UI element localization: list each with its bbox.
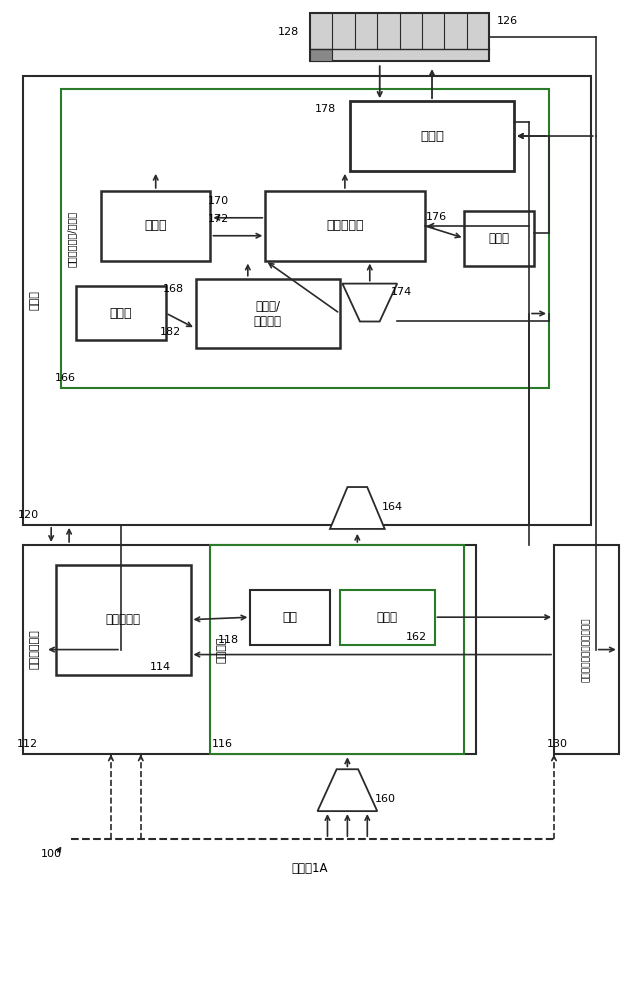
Text: 166: 166 (54, 373, 76, 383)
Bar (340, 590, 435, 645)
Text: 包排序控制: 包排序控制 (326, 219, 364, 232)
Text: 164: 164 (381, 502, 403, 512)
Bar (61, 89, 549, 388)
Polygon shape (330, 487, 385, 529)
Text: 160: 160 (374, 794, 396, 804)
Polygon shape (342, 284, 397, 321)
Bar (310, 13, 489, 61)
Text: 合路器: 合路器 (29, 291, 39, 310)
Text: 包地址/
序列读取: 包地址/ 序列读取 (253, 300, 282, 328)
Bar (23, 76, 591, 525)
Text: 电包结构: 电包结构 (216, 636, 227, 663)
Bar (250, 590, 330, 645)
Bar (211, 545, 465, 754)
Text: 162: 162 (406, 632, 427, 642)
Text: 100: 100 (41, 849, 61, 859)
Text: 176: 176 (426, 212, 447, 222)
Text: 缓冲器: 缓冲器 (377, 611, 397, 624)
Text: 182: 182 (160, 327, 181, 337)
Text: 172: 172 (208, 214, 229, 224)
Text: 中央处理和（非实时）控制: 中央处理和（非实时）控制 (582, 617, 591, 682)
Text: 减速器: 减速器 (109, 307, 132, 320)
Text: 178: 178 (314, 104, 335, 114)
Text: 处理: 处理 (283, 611, 298, 624)
Bar (196, 279, 340, 348)
Bar (350, 101, 514, 171)
Text: 130: 130 (547, 739, 568, 749)
Text: 缓冲器: 缓冲器 (489, 232, 509, 245)
Bar (56, 565, 191, 675)
Bar (76, 286, 166, 340)
Text: 120: 120 (18, 510, 39, 520)
Text: 174: 174 (391, 287, 412, 297)
Bar (554, 545, 619, 754)
Polygon shape (317, 769, 377, 811)
Text: 交换机: 交换机 (420, 130, 444, 143)
Text: 112: 112 (17, 739, 38, 749)
Bar (23, 545, 476, 754)
Text: 包颗粒合路器/定序器: 包颗粒合路器/定序器 (67, 211, 77, 267)
Text: 光子包交换机: 光子包交换机 (29, 630, 39, 669)
Bar (265, 191, 424, 261)
Text: 118: 118 (218, 635, 239, 645)
Text: 116: 116 (212, 739, 233, 749)
Text: 128: 128 (278, 27, 299, 37)
Text: 处理和控制: 处理和控制 (106, 613, 141, 626)
Bar (101, 191, 211, 261)
Text: 168: 168 (163, 284, 184, 294)
Bar (465, 211, 534, 266)
Bar (310, 49, 332, 61)
Text: 170: 170 (208, 196, 229, 206)
Text: 缓冲器: 缓冲器 (145, 219, 167, 232)
Text: 来自图1A: 来自图1A (292, 862, 328, 875)
Text: 126: 126 (497, 16, 518, 26)
Text: 114: 114 (150, 662, 172, 672)
